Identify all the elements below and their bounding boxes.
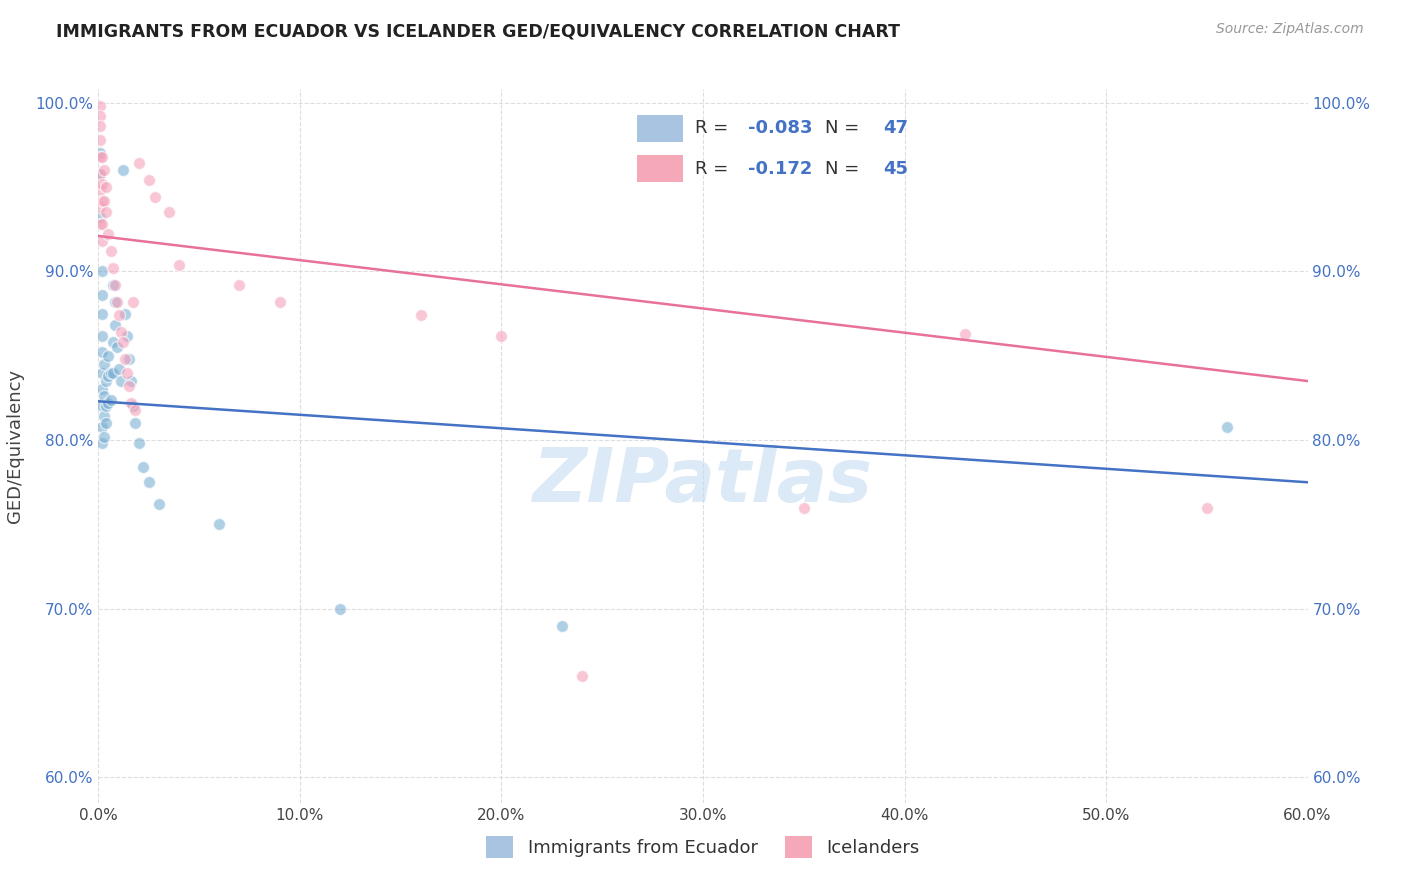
Point — [107, 308, 129, 322]
Point — [167, 258, 190, 272]
Point — [89, 200, 111, 214]
Point — [91, 345, 114, 359]
Point — [97, 227, 120, 242]
Point — [124, 402, 146, 417]
Point — [157, 205, 180, 219]
Point — [89, 211, 111, 225]
Point — [105, 294, 128, 309]
Point — [101, 260, 124, 275]
Point — [91, 307, 114, 321]
Point — [93, 163, 115, 178]
Text: IMMIGRANTS FROM ECUADOR VS ICELANDER GED/EQUIVALENCY CORRELATION CHART: IMMIGRANTS FROM ECUADOR VS ICELANDER GED… — [56, 22, 900, 40]
Point — [97, 349, 120, 363]
Point — [96, 400, 118, 414]
Point — [132, 460, 155, 475]
Point — [148, 497, 170, 511]
Point — [120, 396, 142, 410]
Y-axis label: GED/Equivalency: GED/Equivalency — [7, 369, 24, 523]
Point — [115, 328, 138, 343]
Point — [1216, 419, 1239, 434]
Point — [409, 308, 432, 322]
Point — [953, 326, 976, 341]
Point — [96, 205, 118, 219]
Point — [93, 430, 115, 444]
Point — [100, 244, 122, 259]
Text: Source: ZipAtlas.com: Source: ZipAtlas.com — [1216, 22, 1364, 37]
Point — [114, 307, 136, 321]
Point — [491, 328, 513, 343]
Point — [91, 400, 114, 414]
Point — [105, 340, 128, 354]
Point — [91, 288, 114, 302]
Text: ZIPatlas: ZIPatlas — [533, 445, 873, 518]
Point — [89, 109, 111, 123]
Point — [128, 436, 150, 450]
Point — [89, 183, 111, 197]
Point — [100, 366, 122, 380]
Point — [89, 167, 111, 181]
Point — [91, 436, 114, 450]
Point — [97, 369, 120, 384]
Point — [103, 294, 125, 309]
Point — [1195, 500, 1218, 515]
Point — [269, 294, 291, 309]
Point — [93, 194, 115, 208]
Point — [118, 379, 141, 393]
Point — [93, 409, 115, 424]
Point — [89, 120, 111, 134]
Point — [96, 416, 118, 430]
Point — [138, 475, 160, 490]
Point — [101, 366, 124, 380]
Point — [91, 194, 114, 208]
Point — [121, 400, 143, 414]
Point — [101, 277, 124, 292]
Point — [96, 180, 118, 194]
Point — [89, 150, 111, 164]
Point — [101, 335, 124, 350]
Point — [89, 99, 111, 113]
Point — [91, 150, 114, 164]
Point — [89, 133, 111, 147]
Point — [93, 357, 115, 371]
Point — [103, 277, 125, 292]
Point — [91, 419, 114, 434]
Point — [100, 392, 122, 407]
Point — [89, 167, 111, 181]
Point — [93, 389, 115, 403]
Point — [793, 500, 815, 515]
Point — [121, 294, 143, 309]
Point — [110, 374, 132, 388]
Point — [551, 618, 574, 632]
Point — [91, 328, 114, 343]
Point — [228, 277, 250, 292]
Point — [114, 352, 136, 367]
Point — [91, 217, 114, 231]
Point — [110, 325, 132, 339]
Point — [115, 366, 138, 380]
Point — [111, 335, 134, 350]
Point — [103, 318, 125, 333]
Point — [143, 190, 166, 204]
Point — [91, 177, 114, 191]
Point — [111, 163, 134, 178]
Legend: Immigrants from Ecuador, Icelanders: Immigrants from Ecuador, Icelanders — [479, 829, 927, 865]
Point — [124, 416, 146, 430]
Point — [118, 352, 141, 367]
Point — [91, 383, 114, 397]
Point — [96, 374, 118, 388]
Point — [571, 669, 593, 683]
Point — [208, 517, 231, 532]
Point — [138, 173, 160, 187]
Point — [120, 374, 142, 388]
Point — [107, 362, 129, 376]
Point — [91, 366, 114, 380]
Point — [89, 217, 111, 231]
Point — [89, 146, 111, 161]
Point — [91, 264, 114, 278]
Point — [329, 602, 352, 616]
Point — [128, 156, 150, 170]
Point — [97, 396, 120, 410]
Point — [91, 234, 114, 248]
